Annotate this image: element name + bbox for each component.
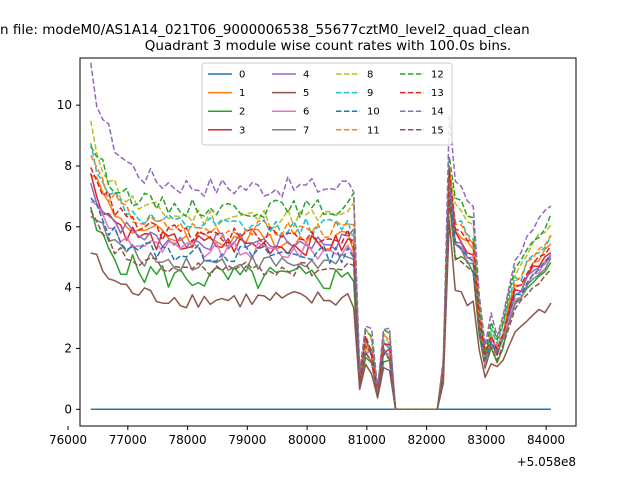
- series-line-5: [90, 219, 552, 411]
- x-tick-label: 83000: [467, 433, 505, 447]
- legend-label-8: 8: [367, 70, 373, 81]
- series-line-10: [90, 189, 552, 411]
- legend-label-6: 6: [303, 107, 309, 118]
- x-tick-label: 77000: [109, 433, 147, 447]
- series-line-14: [90, 62, 552, 411]
- x-tick-label: 78000: [168, 433, 206, 447]
- legend-label-9: 9: [367, 88, 373, 99]
- y-tick-label: 2: [64, 341, 72, 355]
- chart-title: Quadrant 3 module wise count rates with …: [145, 38, 511, 54]
- y-axis: 0 2 4 6 8 10: [57, 98, 80, 416]
- plot-frame: [79, 57, 577, 427]
- legend-label-2: 2: [239, 107, 245, 118]
- legend-label-0: 0: [239, 70, 245, 81]
- legend-label-12: 12: [431, 70, 444, 81]
- y-tick-label: 4: [64, 281, 72, 295]
- legend-label-15: 15: [431, 125, 444, 136]
- series-line-9: [90, 143, 552, 411]
- y-tick-label: 6: [64, 220, 72, 234]
- series-line-1: [90, 174, 552, 411]
- legend-box: [201, 62, 453, 146]
- x-tick-label: 84000: [527, 433, 565, 447]
- legend-label-7: 7: [303, 125, 309, 136]
- series-line-15: [90, 198, 552, 411]
- series-line-13: [90, 167, 552, 411]
- x-axis: 76000 77000 78000 79000 80000 81000 82000 83000…: [49, 426, 565, 447]
- series-layer: [90, 62, 552, 411]
- series-line-11: [90, 155, 552, 411]
- legend-label-10: 10: [367, 107, 380, 118]
- x-tick-label: 81000: [348, 433, 386, 447]
- legend-label-1: 1: [239, 88, 245, 99]
- x-tick-label: 80000: [288, 433, 326, 447]
- legend-label-13: 13: [431, 88, 444, 99]
- legend-label-14: 14: [431, 107, 444, 118]
- y-tick-label: 0: [64, 402, 72, 416]
- figure-suptitle: n file: modeM0/AS1A14_021T06_9000006538_…: [0, 22, 530, 38]
- y-tick-label: 8: [64, 159, 72, 173]
- legend-label-5: 5: [303, 88, 309, 99]
- x-tick-label: 79000: [228, 433, 266, 447]
- legend-label-11: 11: [367, 125, 380, 136]
- x-offset-label: +5.058e8: [517, 455, 576, 469]
- x-tick-label: 76000: [49, 433, 87, 447]
- legend-label-3: 3: [239, 125, 245, 136]
- x-tick-label: 82000: [408, 433, 446, 447]
- y-tick-label: 10: [57, 98, 72, 112]
- legend-label-4: 4: [303, 70, 309, 81]
